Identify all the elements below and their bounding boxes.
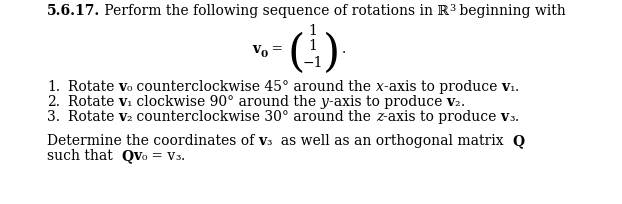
Text: 5.6.17.: 5.6.17. (47, 4, 100, 18)
Text: .: . (341, 42, 346, 56)
Text: v: v (252, 42, 260, 56)
Text: 1: 1 (309, 24, 318, 38)
Text: 1.: 1. (47, 80, 60, 94)
Text: beginning with: beginning with (455, 4, 566, 18)
Text: v: v (134, 148, 142, 162)
Text: (: ( (288, 31, 305, 74)
Text: v: v (447, 94, 455, 109)
Text: -axis to produce: -axis to produce (384, 80, 501, 94)
Text: ₂: ₂ (455, 94, 460, 109)
Text: 0: 0 (260, 50, 267, 59)
Text: ): ) (323, 31, 340, 74)
Text: Rotate: Rotate (68, 110, 119, 123)
Text: Rotate: Rotate (68, 94, 119, 109)
Text: Q: Q (121, 148, 134, 162)
Text: 3: 3 (449, 4, 455, 13)
Text: .: . (181, 148, 185, 162)
Text: ₁: ₁ (509, 80, 515, 94)
Text: v: v (501, 80, 509, 94)
Text: v: v (119, 94, 127, 109)
Text: Perform the following sequence of rotations in ℝ: Perform the following sequence of rotati… (100, 4, 449, 18)
Text: Determine the coordinates of: Determine the coordinates of (47, 133, 259, 147)
Text: -axis to produce: -axis to produce (329, 94, 447, 109)
Text: Rotate: Rotate (68, 80, 119, 94)
Text: ₃: ₃ (175, 148, 181, 162)
Text: −1: −1 (303, 56, 323, 70)
Text: .: . (514, 110, 519, 123)
Text: ₀: ₀ (142, 148, 147, 162)
Text: 3.: 3. (47, 110, 60, 123)
Text: 2.: 2. (47, 94, 60, 109)
Text: counterclockwise 45° around the: counterclockwise 45° around the (132, 80, 376, 94)
Text: y: y (321, 94, 329, 109)
Text: 1: 1 (309, 39, 318, 53)
Text: v: v (259, 133, 267, 147)
Text: ₀: ₀ (127, 80, 132, 94)
Text: as well as an orthogonal matrix: as well as an orthogonal matrix (272, 133, 513, 147)
Text: =: = (267, 42, 288, 56)
Text: Q: Q (513, 133, 525, 147)
Text: ₁: ₁ (127, 94, 132, 109)
Text: such that: such that (47, 148, 121, 162)
Text: x: x (376, 80, 384, 94)
Text: .: . (460, 94, 465, 109)
Text: z: z (376, 110, 383, 123)
Text: v: v (119, 80, 127, 94)
Text: ₃: ₃ (267, 133, 272, 147)
Text: counterclockwise 30° around the: counterclockwise 30° around the (132, 110, 376, 123)
Text: = v: = v (147, 148, 175, 162)
Text: ₃: ₃ (509, 110, 514, 123)
Text: v: v (501, 110, 509, 123)
Text: clockwise 90° around the: clockwise 90° around the (132, 94, 321, 109)
Text: ₂: ₂ (127, 110, 132, 123)
Text: .: . (515, 80, 519, 94)
Text: v: v (119, 110, 127, 123)
Text: -axis to produce: -axis to produce (383, 110, 501, 123)
